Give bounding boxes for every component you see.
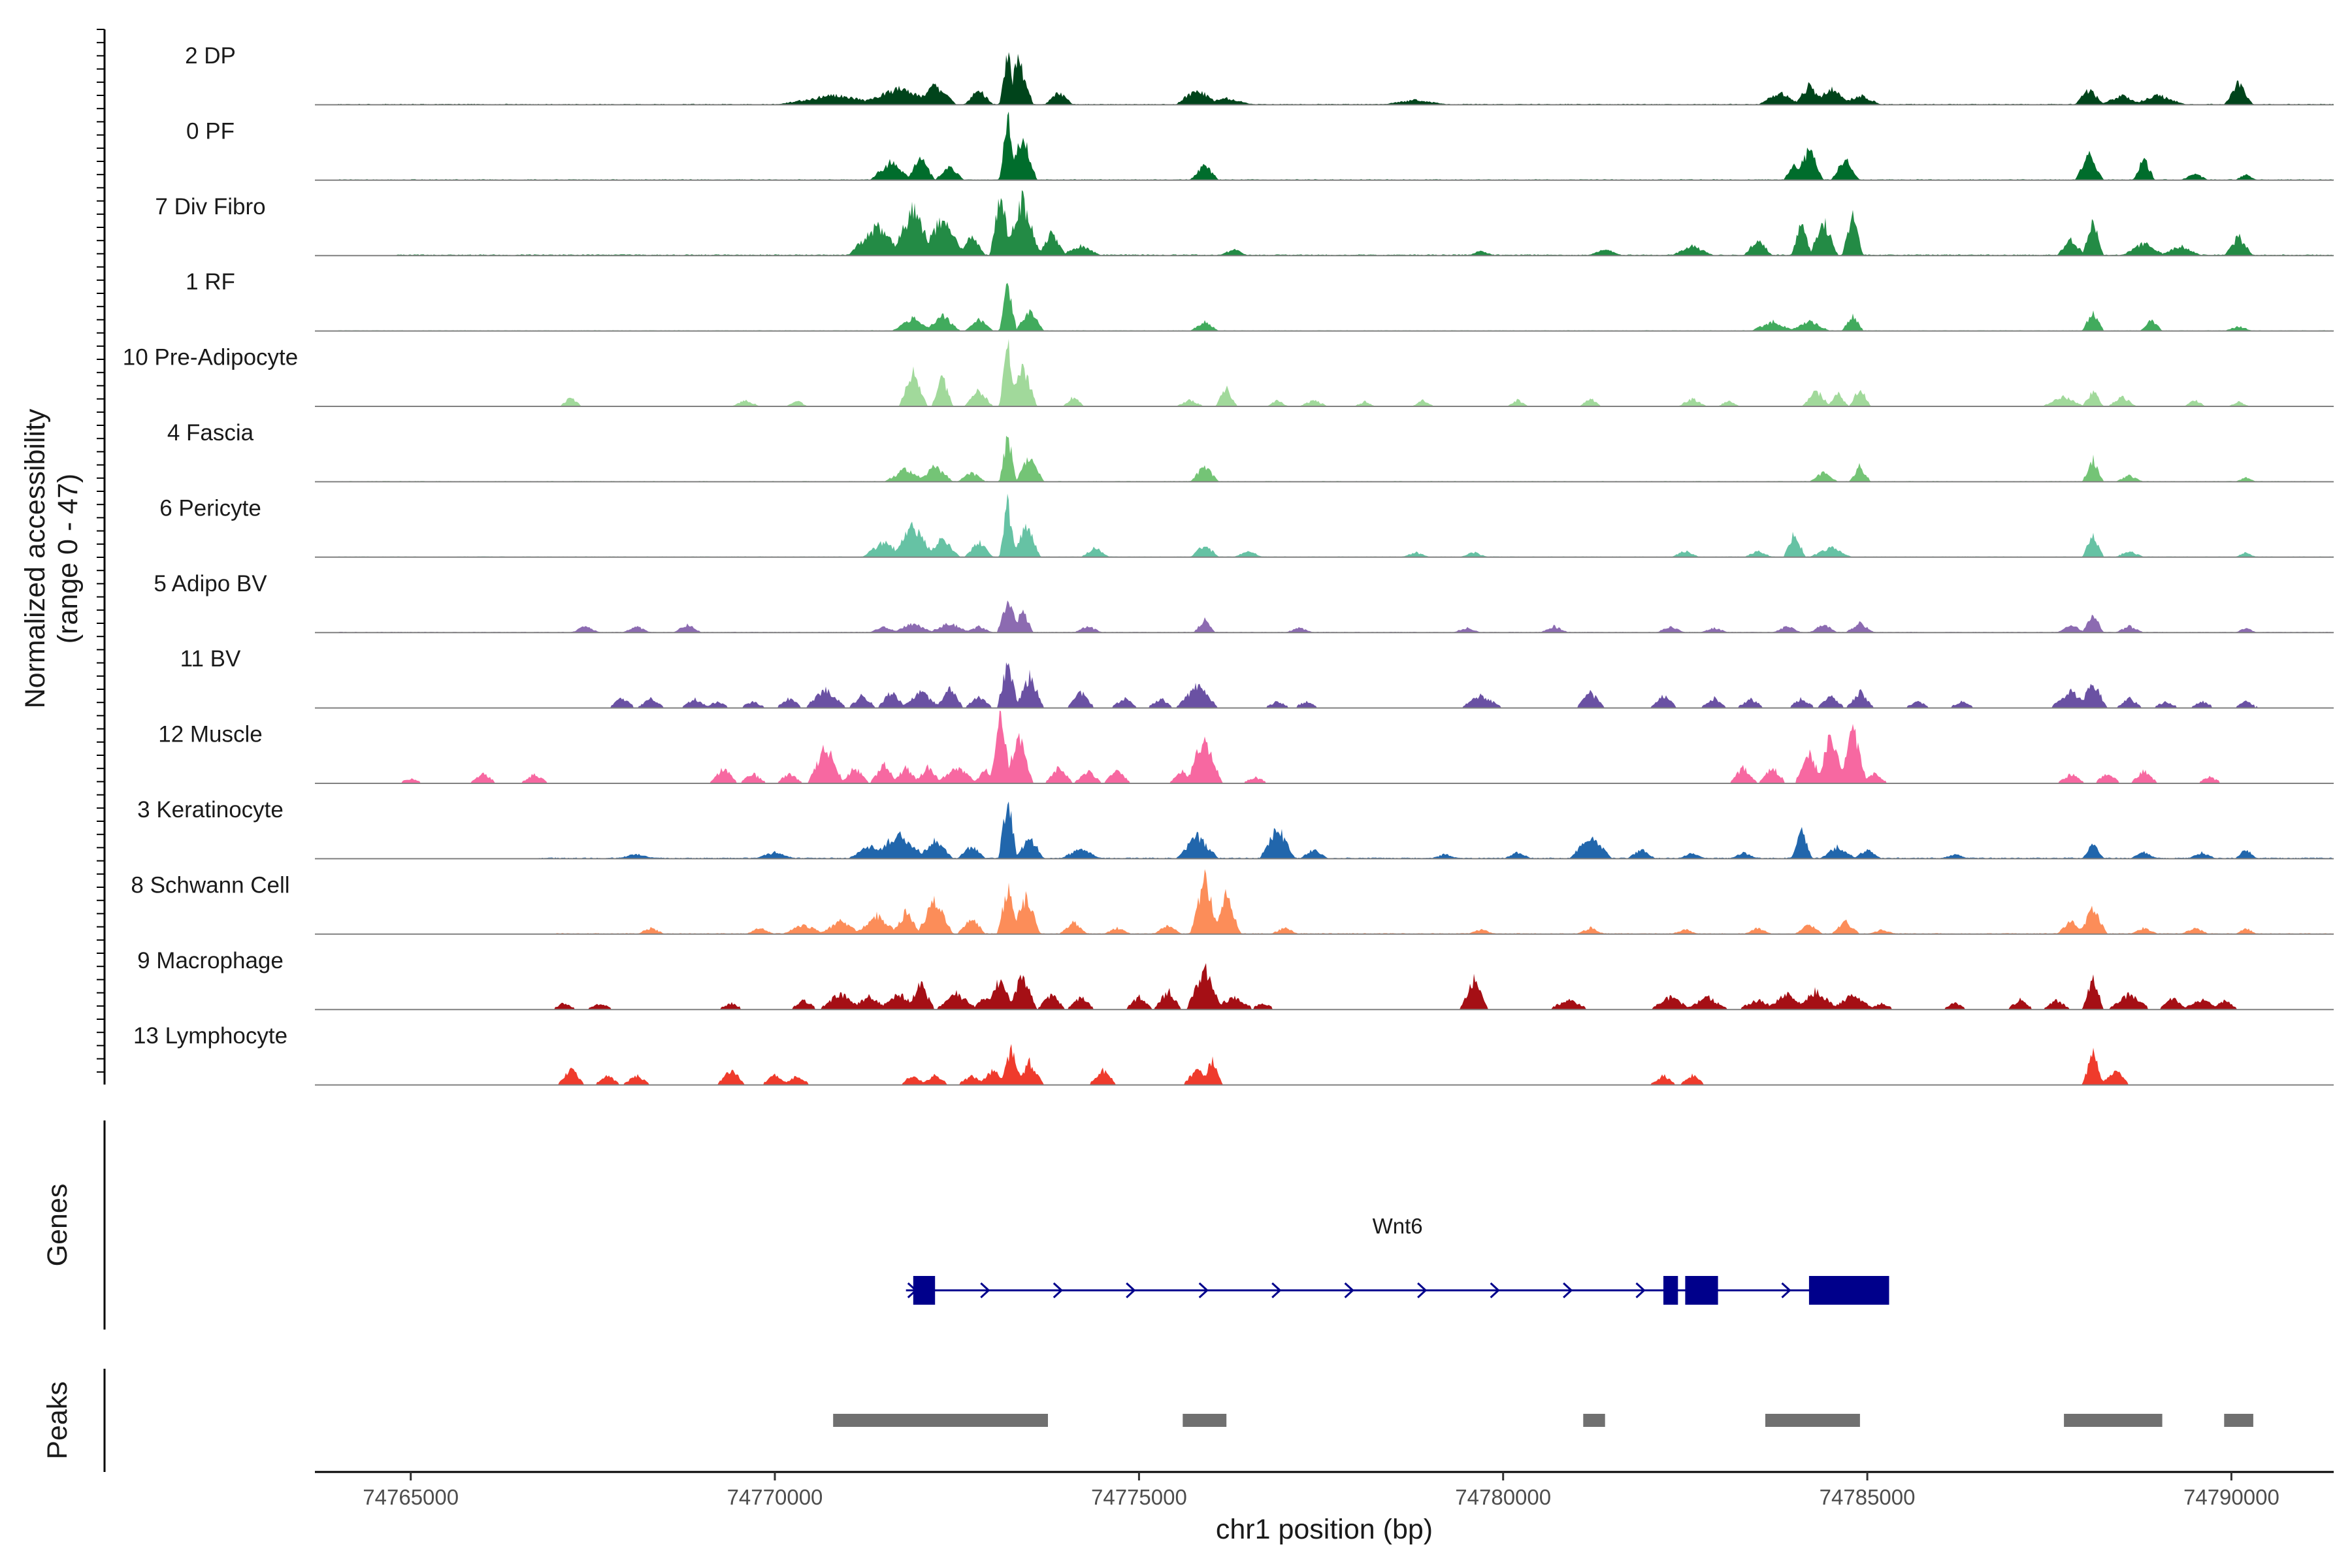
peak-region	[833, 1414, 1048, 1427]
track-label: 11 BV	[180, 646, 241, 672]
strand-arrow	[1126, 1282, 1136, 1299]
strand-arrow	[1781, 1282, 1791, 1299]
strand-arrow	[1271, 1282, 1282, 1299]
strand-arrow	[980, 1282, 990, 1299]
coverage-track: 0 PF	[186, 111, 2334, 181]
track-label: 9 Macrophage	[137, 948, 284, 973]
coverage-track: 10 Pre-Adipocyte	[123, 338, 2334, 407]
gene-name-label: Wnt6	[1373, 1214, 1423, 1238]
track-label: 6 Pericyte	[159, 495, 261, 521]
strand-arrow	[1417, 1282, 1428, 1299]
peak-region	[2064, 1414, 2163, 1427]
gene-exon	[1685, 1276, 1718, 1305]
coverage-area	[315, 338, 2334, 406]
track-label: 3 Keratinocyte	[137, 797, 284, 823]
track-label: 8 Schwann Cell	[131, 872, 289, 898]
x-tick-label: 74780000	[1455, 1485, 1551, 1509]
x-axis-title: chr1 position (bp)	[1216, 1514, 1433, 1545]
track-label: 10 Pre-Adipocyte	[123, 345, 298, 370]
coverage-track: 13 Lymphocyte	[133, 1023, 2334, 1086]
gene-exon	[1663, 1276, 1678, 1305]
x-tick-label: 74790000	[2183, 1485, 2279, 1509]
coverage-area	[315, 493, 2334, 557]
track-label: 7 Div Fibro	[155, 194, 265, 220]
x-tick-label: 74765000	[363, 1485, 459, 1509]
peak-region	[1183, 1414, 1227, 1427]
coverage-track: 5 Adipo BV	[154, 571, 2334, 634]
coverage-track: 4 Fascia	[167, 420, 2334, 483]
strand-arrow	[1198, 1282, 1209, 1299]
coverage-track: 3 Keratinocyte	[137, 797, 2334, 860]
x-axis: 74765000 74770000 74775000 74780000 74785000…	[315, 1471, 2334, 1509]
strand-arrow	[1344, 1282, 1354, 1299]
track-label: 5 Adipo BV	[154, 571, 267, 596]
x-tick-label: 74775000	[1091, 1485, 1187, 1509]
coverage-area	[315, 190, 2334, 256]
peak-region	[1583, 1414, 1605, 1427]
coverage-area	[315, 1044, 2334, 1085]
track-label: 2 DP	[185, 43, 236, 69]
coverage-track: 12 Muscle	[158, 710, 2334, 784]
strand-arrow	[1490, 1282, 1500, 1299]
coverage-track: 7 Div Fibro	[155, 190, 2334, 257]
gene-track-label: Genes	[42, 1184, 73, 1267]
coverage-area	[315, 436, 2334, 482]
coverage-area	[315, 282, 2334, 331]
peak-region	[2224, 1414, 2253, 1427]
gene-exon	[1808, 1276, 1889, 1305]
coverage-track: 1 RF	[186, 269, 2334, 332]
x-tick-label: 74785000	[1820, 1485, 1916, 1509]
coverage-track: 9 Macrophage	[137, 948, 2334, 1011]
coverage-area	[315, 52, 2334, 105]
coverage-area	[315, 869, 2334, 934]
track-label: 0 PF	[186, 118, 235, 144]
coverage-area	[315, 963, 2334, 1010]
y-axis-title: Normalized accessibility	[20, 408, 51, 708]
peak-region	[1765, 1414, 1860, 1427]
coverage-track: 2 DP	[185, 43, 2334, 106]
coverage-area	[315, 662, 2334, 708]
x-tick-label: 74770000	[727, 1485, 823, 1509]
gene-track: Genes Wnt6	[42, 1120, 1889, 1330]
track-label: 4 Fascia	[167, 420, 254, 446]
coverage-tracks: 2 DP 0 PF 7 Div Fibro 1 RF 10 Pre-Adipocyte 4…	[123, 43, 2334, 1086]
coverage-track: 11 BV	[180, 646, 2334, 709]
peak-track: Peaks	[42, 1369, 2253, 1472]
y-axis	[97, 29, 106, 1085]
coverage-track: 8 Schwann Cell	[131, 869, 2334, 935]
track-label: 1 RF	[186, 269, 235, 295]
coverage-area	[315, 111, 2334, 180]
strand-arrow	[1053, 1282, 1064, 1299]
track-label: 13 Lymphocyte	[133, 1023, 287, 1049]
coverage-track: 6 Pericyte	[159, 493, 2334, 558]
peak-track-label: Peaks	[42, 1381, 73, 1460]
track-label: 12 Muscle	[158, 722, 263, 747]
coverage-area	[315, 801, 2334, 859]
y-axis-range-label: (range 0 - 47)	[52, 474, 84, 644]
gene-exon	[913, 1276, 936, 1305]
coverage-area	[315, 600, 2334, 633]
strand-arrow	[1635, 1282, 1646, 1299]
strand-arrow	[1563, 1282, 1573, 1299]
coverage-area	[315, 710, 2334, 783]
